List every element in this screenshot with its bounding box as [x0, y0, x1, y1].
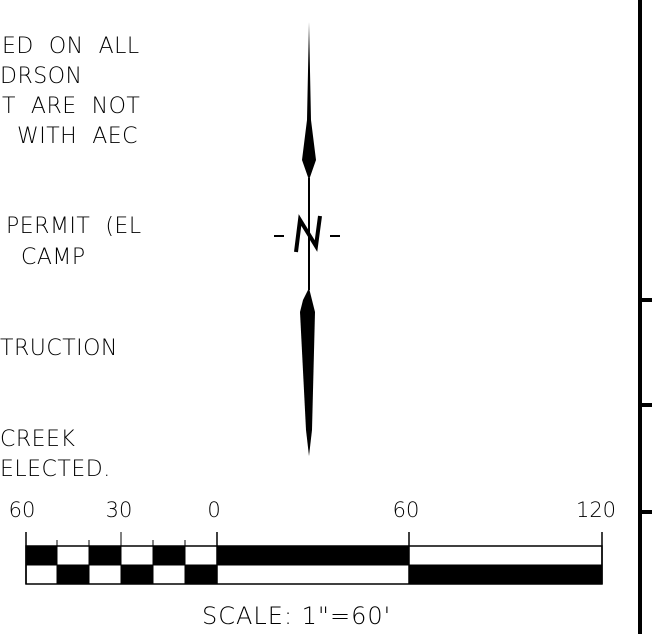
scale-caption: SCALE: 1"=60' [202, 602, 392, 630]
note-line-9: ELECTED. [0, 457, 111, 482]
note-line-1: ED ON ALL [2, 34, 140, 59]
scale-tick-label: 30 [105, 498, 133, 522]
note-line-5: PERMIT (EL [6, 214, 142, 239]
north-arrow-icon [274, 22, 340, 456]
scale-tick-label: 0 [207, 498, 221, 522]
scale-tick-label: 60 [392, 498, 420, 522]
note-line-7: TRUCTION [0, 336, 118, 361]
scale-bar-graphic [25, 532, 603, 585]
note-line-3: T ARE NOT [2, 94, 141, 119]
scale-tick-label: 60 [8, 498, 36, 522]
note-line-2: DRSON [0, 64, 83, 89]
note-line-8: CREEK [0, 427, 76, 452]
title-block-border [638, 0, 652, 634]
note-line-4: WITH AEC [2, 124, 139, 149]
scale-tick-label: 120 [575, 498, 617, 522]
note-line-6: CAMP [6, 245, 86, 270]
